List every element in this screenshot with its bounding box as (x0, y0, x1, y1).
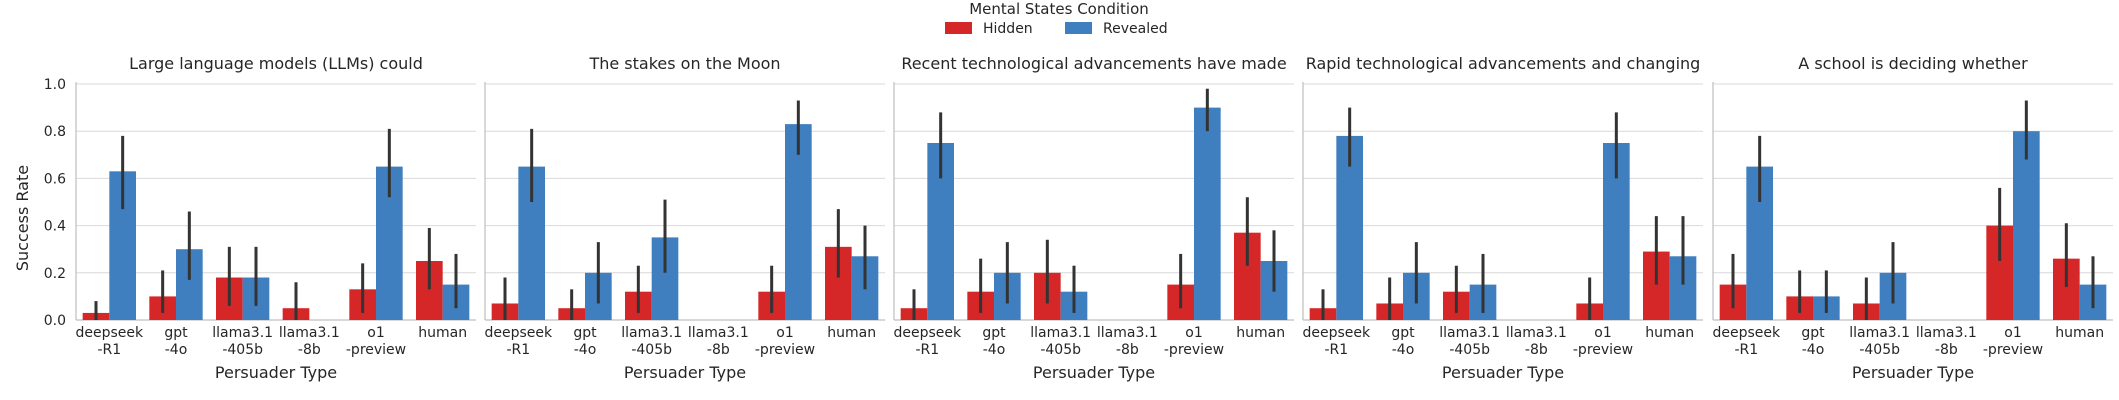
x-tick-label: human (2055, 325, 2104, 341)
x-tick-label: -4o (983, 342, 1006, 358)
x-tick-label: human (827, 325, 876, 341)
y-tick-label: 0.4 (44, 219, 66, 235)
x-tick-label: llama3.1 (1849, 325, 1910, 341)
x-tick-label: llama3.1 (1439, 325, 1500, 341)
x-tick-label: o1 (776, 325, 793, 341)
y-axis-title: Success Rate (13, 165, 32, 271)
x-axis-title: Persuader Type (624, 363, 746, 382)
x-tick-label: deepseek (1303, 325, 1372, 341)
x-tick-label: -8b (707, 342, 730, 358)
panel-4: Rapid technological advancements and cha… (1302, 54, 1703, 382)
x-tick-label: -preview (1573, 342, 1633, 358)
x-axis-title: Persuader Type (215, 363, 337, 382)
x-tick-label: -405b (1859, 342, 1900, 358)
x-axis-title: Persuader Type (1033, 363, 1155, 382)
x-tick-label: -R1 (915, 342, 939, 358)
x-tick-label: -4o (165, 342, 188, 358)
x-tick-label: o1 (367, 325, 384, 341)
x-tick-label: -405b (222, 342, 263, 358)
y-tick-label: 1.0 (44, 77, 66, 93)
x-tick-label: -preview (346, 342, 406, 358)
legend-label-revealed: Revealed (1103, 21, 1168, 37)
x-tick-label: -R1 (97, 342, 121, 358)
x-tick-label: human (418, 325, 467, 341)
x-tick-label: o1 (1185, 325, 1202, 341)
panel-3: Recent technological advancements have m… (893, 54, 1294, 382)
panel-title: Large language models (LLMs) could (129, 54, 423, 73)
x-tick-label: -8b (1116, 342, 1139, 358)
bar-revealed (1194, 107, 1221, 320)
x-tick-label: -4o (1802, 342, 1825, 358)
x-tick-label: -R1 (506, 342, 530, 358)
x-tick-label: llama3.1 (688, 325, 749, 341)
x-tick-label: deepseek (1713, 325, 1782, 341)
bar-revealed (785, 124, 812, 321)
x-axis-title: Persuader Type (1442, 363, 1564, 382)
x-tick-label: deepseek (76, 325, 145, 341)
x-tick-label: gpt (164, 325, 188, 341)
x-tick-label: -405b (1449, 342, 1490, 358)
y-tick-label: 0.6 (44, 171, 66, 187)
x-tick-label: llama3.1 (1097, 325, 1158, 341)
x-axis-title: Persuader Type (1852, 363, 1974, 382)
legend-swatch-hidden (945, 22, 972, 34)
legend-title: Mental States Condition (969, 0, 1149, 18)
x-tick-label: llama3.1 (1916, 325, 1977, 341)
x-tick-label: -4o (574, 342, 597, 358)
legend-label-hidden: Hidden (983, 21, 1033, 37)
x-tick-label: o1 (2004, 325, 2021, 341)
panel-title: Recent technological advancements have m… (901, 54, 1286, 73)
y-tick-label: 0.2 (44, 266, 66, 282)
x-tick-label: -8b (1935, 342, 1958, 358)
x-tick-label: -R1 (1734, 342, 1758, 358)
x-tick-label: llama3.1 (212, 325, 273, 341)
x-tick-label: o1 (1594, 325, 1611, 341)
panel-title: The stakes on the Moon (588, 54, 780, 73)
x-tick-label: gpt (982, 325, 1006, 341)
x-tick-label: deepseek (894, 325, 963, 341)
x-tick-label: deepseek (485, 325, 554, 341)
panel-2: The stakes on the Moon deepseek-R1 gpt-4o l… (484, 54, 885, 382)
x-tick-label: -4o (1392, 342, 1415, 358)
legend: Mental States Condition Hidden Revealed (945, 0, 1168, 37)
x-tick-label: -R1 (1324, 342, 1348, 358)
x-tick-label: -preview (1164, 342, 1224, 358)
x-tick-label: gpt (573, 325, 597, 341)
x-tick-label: -405b (631, 342, 672, 358)
x-tick-label: llama3.1 (621, 325, 682, 341)
x-tick-label: gpt (1801, 325, 1825, 341)
bar-revealed (2013, 131, 2040, 320)
y-tick-label: 0.8 (44, 124, 66, 140)
panel-5: A school is deciding whether deepseek-R1 g… (1712, 54, 2113, 382)
x-tick-label: -405b (1040, 342, 1081, 358)
x-tick-label: -preview (1983, 342, 2043, 358)
x-tick-label: llama3.1 (1030, 325, 1091, 341)
legend-swatch-revealed (1065, 22, 1092, 34)
x-tick-label: -8b (298, 342, 321, 358)
x-tick-label: llama3.1 (279, 325, 340, 341)
panel-title: A school is deciding whether (1798, 54, 2028, 73)
x-tick-label: human (1236, 325, 1285, 341)
x-tick-label: llama3.1 (1506, 325, 1567, 341)
x-tick-label: human (1645, 325, 1694, 341)
x-tick-label: -8b (1525, 342, 1548, 358)
panel-title: Rapid technological advancements and cha… (1306, 54, 1701, 73)
panel-1: 0.0 0.2 0.4 0.6 0.8 1.0 Large language models … (44, 54, 476, 382)
y-tick-label: 0.0 (44, 313, 66, 329)
x-tick-label: gpt (1391, 325, 1415, 341)
x-tick-label: -preview (755, 342, 815, 358)
